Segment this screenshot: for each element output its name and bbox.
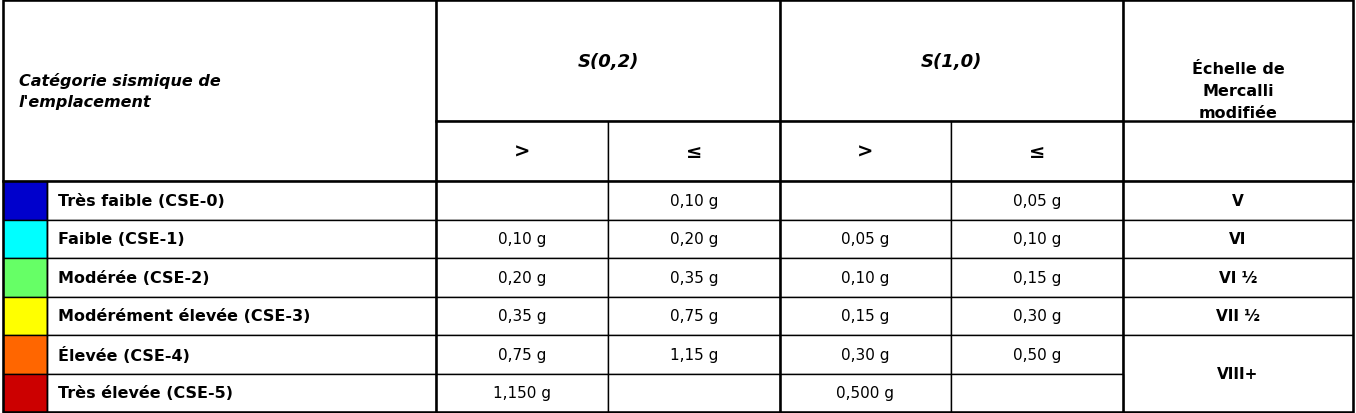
Text: >: > bbox=[514, 142, 530, 161]
Bar bbox=[3, 259, 47, 297]
Text: S(0,2): S(0,2) bbox=[578, 52, 639, 71]
Bar bbox=[1123, 182, 1353, 220]
Text: 0,10 g: 0,10 g bbox=[498, 232, 546, 247]
Bar bbox=[780, 374, 952, 412]
Text: 0,35 g: 0,35 g bbox=[498, 309, 546, 324]
Bar bbox=[437, 182, 607, 220]
Bar bbox=[780, 259, 952, 297]
Text: Modérément élevée (CSE-3): Modérément élevée (CSE-3) bbox=[58, 309, 311, 324]
Text: >: > bbox=[857, 142, 873, 161]
Text: VIII+: VIII+ bbox=[1218, 366, 1258, 381]
Bar bbox=[1123, 1, 1353, 182]
Bar bbox=[1123, 297, 1353, 335]
Bar bbox=[1123, 220, 1353, 259]
Bar bbox=[47, 259, 437, 297]
Text: Faible (CSE-1): Faible (CSE-1) bbox=[58, 232, 184, 247]
Bar bbox=[437, 1, 780, 122]
Text: 0,10 g: 0,10 g bbox=[1013, 232, 1062, 247]
Bar bbox=[437, 335, 607, 374]
Text: 0,10 g: 0,10 g bbox=[670, 194, 719, 209]
Bar bbox=[607, 259, 780, 297]
Bar bbox=[607, 122, 780, 182]
Bar bbox=[47, 335, 437, 374]
Bar bbox=[952, 335, 1123, 374]
Text: VI: VI bbox=[1230, 232, 1246, 247]
Text: Très faible (CSE-0): Très faible (CSE-0) bbox=[58, 194, 225, 209]
Text: 0,05 g: 0,05 g bbox=[841, 232, 890, 247]
Text: Échelle de
Mercalli
modifiée: Échelle de Mercalli modifiée bbox=[1192, 62, 1284, 121]
Text: Élevée (CSE-4): Élevée (CSE-4) bbox=[58, 346, 190, 363]
Bar bbox=[1123, 335, 1353, 412]
Text: 0,75 g: 0,75 g bbox=[670, 309, 719, 324]
Bar bbox=[3, 297, 47, 335]
Bar bbox=[952, 374, 1123, 412]
Text: Catégorie sismique de
l'emplacement: Catégorie sismique de l'emplacement bbox=[19, 73, 221, 110]
Text: 0,05 g: 0,05 g bbox=[1013, 194, 1062, 209]
Bar bbox=[780, 122, 952, 182]
Text: ≤: ≤ bbox=[686, 142, 702, 161]
Text: 0,30 g: 0,30 g bbox=[841, 347, 890, 362]
Bar bbox=[3, 182, 47, 220]
Bar bbox=[3, 220, 47, 259]
Bar bbox=[780, 1, 1123, 122]
Bar bbox=[607, 182, 780, 220]
Bar bbox=[607, 335, 780, 374]
Text: 0,500 g: 0,500 g bbox=[837, 385, 895, 401]
Bar bbox=[3, 374, 47, 412]
Bar bbox=[437, 122, 607, 182]
Text: VII ½: VII ½ bbox=[1216, 309, 1260, 324]
Bar bbox=[952, 259, 1123, 297]
Text: 1,150 g: 1,150 g bbox=[494, 385, 552, 401]
Text: 0,15 g: 0,15 g bbox=[841, 309, 890, 324]
Bar bbox=[952, 220, 1123, 259]
Bar bbox=[607, 374, 780, 412]
Bar bbox=[952, 182, 1123, 220]
Text: 1,15 g: 1,15 g bbox=[670, 347, 719, 362]
Bar bbox=[47, 297, 437, 335]
Bar bbox=[780, 297, 952, 335]
Text: 0,50 g: 0,50 g bbox=[1013, 347, 1062, 362]
Text: VI ½: VI ½ bbox=[1219, 271, 1257, 285]
Bar bbox=[47, 182, 437, 220]
Bar bbox=[437, 220, 607, 259]
Bar bbox=[780, 220, 952, 259]
Text: 0,75 g: 0,75 g bbox=[498, 347, 546, 362]
Text: Très élevée (CSE-5): Très élevée (CSE-5) bbox=[58, 385, 233, 401]
Bar bbox=[607, 220, 780, 259]
Bar bbox=[780, 335, 952, 374]
Bar bbox=[47, 374, 437, 412]
Text: 0,15 g: 0,15 g bbox=[1013, 271, 1062, 285]
Bar bbox=[47, 220, 437, 259]
Text: V: V bbox=[1233, 194, 1243, 209]
Bar bbox=[3, 1, 437, 182]
Bar bbox=[952, 122, 1123, 182]
Bar bbox=[607, 297, 780, 335]
Text: 0,20 g: 0,20 g bbox=[670, 232, 719, 247]
Text: 0,20 g: 0,20 g bbox=[498, 271, 546, 285]
Bar bbox=[437, 259, 607, 297]
Bar bbox=[1123, 259, 1353, 297]
Bar bbox=[437, 297, 607, 335]
Text: 0,10 g: 0,10 g bbox=[841, 271, 890, 285]
Bar bbox=[952, 297, 1123, 335]
Text: Modérée (CSE-2): Modérée (CSE-2) bbox=[58, 271, 210, 285]
Bar bbox=[780, 182, 952, 220]
Text: 0,30 g: 0,30 g bbox=[1013, 309, 1062, 324]
Text: 0,35 g: 0,35 g bbox=[670, 271, 719, 285]
Text: ≤: ≤ bbox=[1029, 142, 1045, 161]
Bar bbox=[437, 374, 607, 412]
Text: S(1,0): S(1,0) bbox=[921, 52, 982, 71]
Bar bbox=[3, 335, 47, 374]
